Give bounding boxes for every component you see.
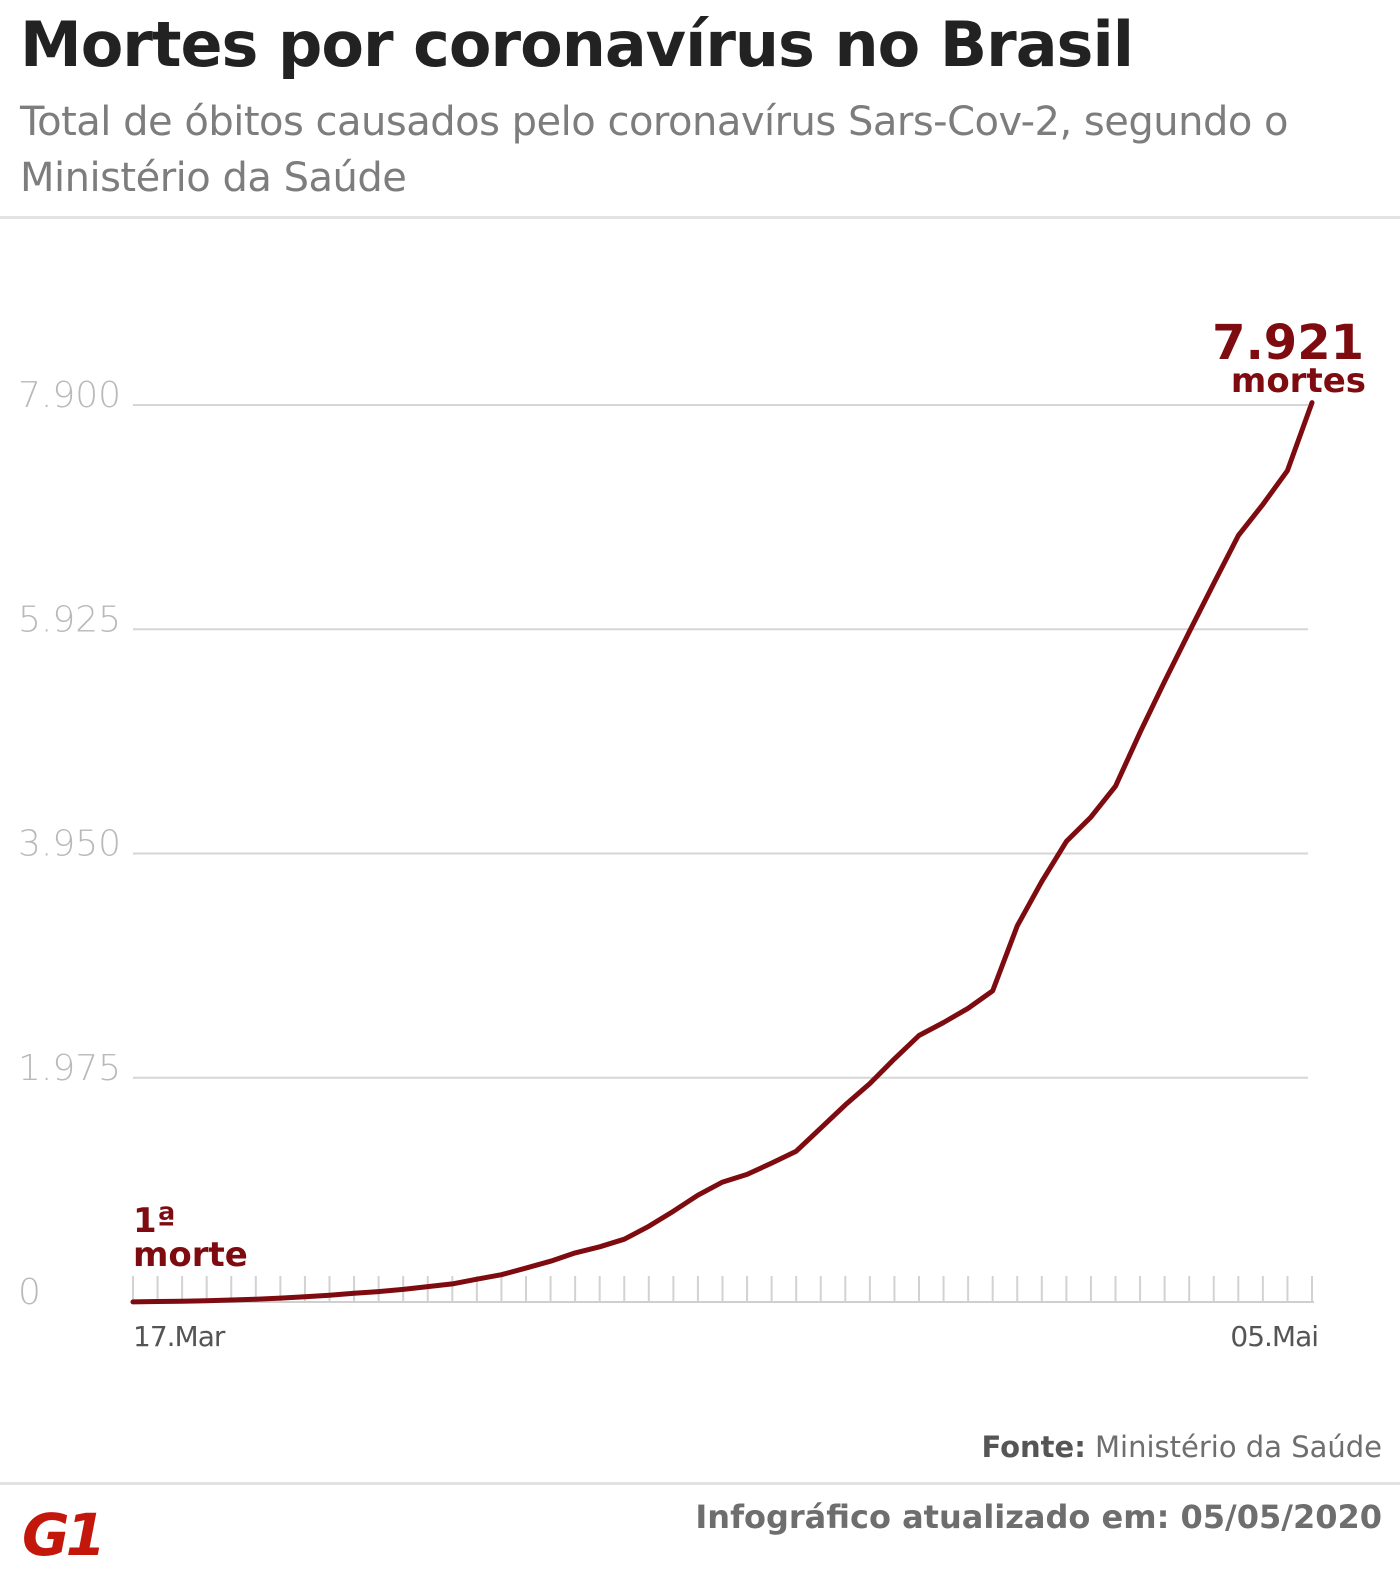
x-axis-end-label: 05.Mai	[1230, 1320, 1318, 1353]
y-tick-label: 1.975	[18, 1048, 121, 1089]
x-axis-start-label: 17.Mar	[133, 1320, 226, 1353]
source-value: Ministério da Saúde	[1095, 1430, 1382, 1464]
gridlines	[133, 404, 1308, 1079]
footer-divider	[0, 1482, 1400, 1485]
annotation-first-value: 1ª	[133, 1201, 176, 1241]
g1-logo: G1	[22, 1505, 106, 1561]
source-note: Fonte: Ministério da Saúde	[981, 1430, 1382, 1464]
y-tick-label: 7.900	[18, 375, 121, 416]
y-tick-label: 5.925	[18, 599, 121, 640]
y-tick-label: 3.950	[18, 824, 121, 865]
x-axis-ticks	[132, 1276, 1313, 1302]
line-chart: 0 1.975 3.950 5.925 7.900 17.Mar 05.Mai 7.92…	[18, 315, 1366, 1353]
header-divider	[0, 216, 1400, 219]
annotation-last-value: 7.921	[1212, 315, 1364, 371]
chart-subtitle: Total de óbitos causados pelo coronavíru…	[20, 99, 1289, 201]
chart-title: Mortes por coronavírus no Brasil	[20, 8, 1134, 81]
deaths-line	[130, 400, 1315, 1305]
updated-note: Infográfico atualizado em: 05/05/2020	[695, 1498, 1382, 1536]
source-label: Fonte:	[981, 1430, 1086, 1464]
annotation-first-unit: morte	[133, 1235, 248, 1275]
y-axis-labels: 0 1.975 3.950 5.925 7.900	[18, 375, 121, 1313]
y-tick-label: 0	[18, 1272, 41, 1313]
g1-logo-text: G1	[22, 1505, 102, 1561]
annotation-last-unit: mortes	[1231, 361, 1366, 401]
